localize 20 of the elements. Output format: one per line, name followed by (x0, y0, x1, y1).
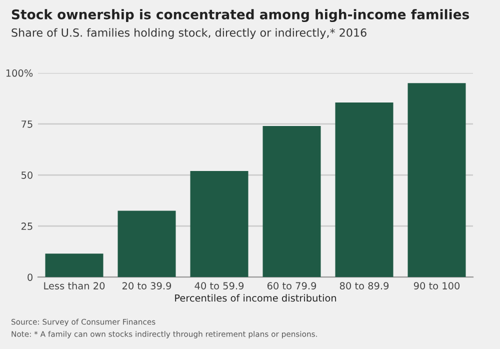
bar (45, 254, 104, 278)
chart-title: Stock ownership is concentrated among high-income families (12, 9, 470, 22)
chart-subtitle: Share of U.S. families holding stock, directly or indirectly,* 2016 (12, 28, 366, 39)
x-tick-label: 80 to 89.9 (340, 282, 389, 290)
y-tick-label: 75 (22, 120, 32, 128)
bar (408, 83, 466, 278)
x-tick-label: 60 to 79.9 (267, 282, 316, 290)
y-tick-label: 0 (28, 274, 32, 281)
x-axis-title: Percentiles of income distribution (175, 294, 336, 302)
bar (190, 170, 248, 278)
bar (262, 126, 321, 278)
y-tick-label: 50 (22, 172, 32, 179)
x-tick-label: 40 to 59.9 (194, 282, 244, 290)
y-tick-label: 25 (21, 222, 32, 230)
x-tick-label: 20 to 39.9 (122, 282, 172, 290)
bar (118, 210, 176, 278)
x-tick-label: Less than 20 (44, 282, 105, 290)
y-tick-label: 100% (6, 69, 33, 77)
bar (335, 102, 394, 278)
x-tick-label: 90 to 100 (414, 282, 460, 290)
